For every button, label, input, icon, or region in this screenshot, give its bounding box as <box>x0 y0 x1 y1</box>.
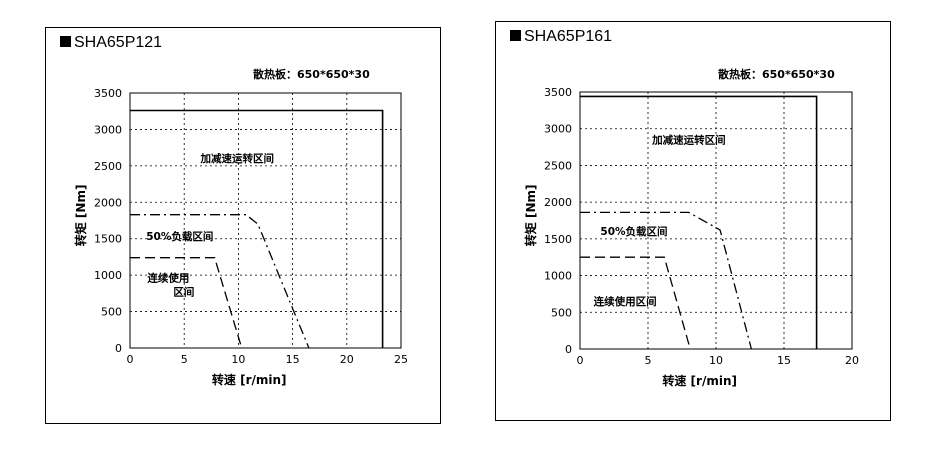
series-line-solid <box>580 95 818 349</box>
x-tick-label: 5 <box>645 354 652 367</box>
y-tick-label: 1500 <box>544 233 572 246</box>
chart-panel-sha65p161: SHA65P161 0 5 10 15 20 0 500 1000 1500 2000 2500 30… <box>495 21 891 421</box>
y-axis-label: 转矩 [Nm] <box>523 185 538 247</box>
chart-title: SHA65P161 <box>510 28 612 46</box>
series-line-dashdot <box>580 211 753 350</box>
region-label: 50%负载区间 <box>146 230 213 243</box>
chart-panel-sha65p121: SHA65P121 0 5 10 15 20 25 0 500 1000 1500 2000 2500… <box>45 27 441 424</box>
plot-frame <box>129 92 402 349</box>
region-label: 50%负载区间 <box>600 225 667 238</box>
y-tick-label: 500 <box>551 306 572 319</box>
region-label: 连续使用区间 <box>594 295 657 308</box>
heatsink-annotation: 散热板：650*650*30 <box>718 67 835 81</box>
series-line-dashed <box>130 257 243 349</box>
square-bullet-icon <box>60 36 71 47</box>
x-tick-label: 20 <box>340 353 354 366</box>
y-tick-label: 2500 <box>94 160 122 173</box>
series-line-dashdot <box>130 214 310 349</box>
square-bullet-icon <box>510 30 521 41</box>
heatsink-annotation: 散热板：650*650*30 <box>253 67 370 81</box>
x-tick-label: 10 <box>231 353 245 366</box>
y-tick-label: 2500 <box>544 159 572 172</box>
y-tick-label: 0 <box>565 343 572 356</box>
y-tick-label: 3500 <box>544 86 572 99</box>
chart-svg: 0 5 10 15 20 25 0 500 1000 1500 2000 2500 3000 3500 加减… <box>73 67 408 387</box>
x-tick-label: 10 <box>709 354 723 367</box>
y-tick-label: 2000 <box>544 196 572 209</box>
y-tick-label: 2000 <box>94 196 122 209</box>
chart-title: SHA65P121 <box>60 34 162 52</box>
chart-title-text: SHA65P161 <box>524 28 613 45</box>
y-tick-label: 1000 <box>544 270 572 283</box>
plot-frame <box>579 91 853 350</box>
y-axis-label: 转矩 [Nm] <box>73 185 88 247</box>
x-tick-label: 0 <box>577 354 584 367</box>
x-tick-label: 5 <box>181 353 188 366</box>
x-tick-label: 15 <box>777 354 791 367</box>
region-label: 连续使用 <box>147 272 189 285</box>
x-axis-label: 转速 [r/min] <box>212 372 287 387</box>
x-tick-label: 25 <box>394 353 408 366</box>
x-axis-label: 转速 [r/min] <box>662 373 737 388</box>
y-tick-label: 3000 <box>544 123 572 136</box>
y-tick-label: 0 <box>115 342 122 355</box>
y-tick-label: 3000 <box>94 123 122 136</box>
y-tick-label: 500 <box>101 306 122 319</box>
series-line-solid <box>130 109 384 348</box>
y-tick-label: 3500 <box>94 87 122 100</box>
region-label: 加减速运转区间 <box>199 152 274 165</box>
chart-title-text: SHA65P121 <box>74 34 163 51</box>
region-label: 区间 <box>173 286 194 299</box>
y-tick-label: 1000 <box>94 269 122 282</box>
x-tick-label: 15 <box>286 353 300 366</box>
y-tick-label: 1500 <box>94 233 122 246</box>
region-label: 加减速运转区间 <box>651 133 726 146</box>
x-tick-label: 20 <box>845 354 859 367</box>
x-tick-label: 0 <box>127 353 134 366</box>
series-line-dashed <box>580 256 691 350</box>
chart-svg: 0 5 10 15 20 0 500 1000 1500 2000 2500 3000 3500 加减速运… <box>523 67 859 388</box>
